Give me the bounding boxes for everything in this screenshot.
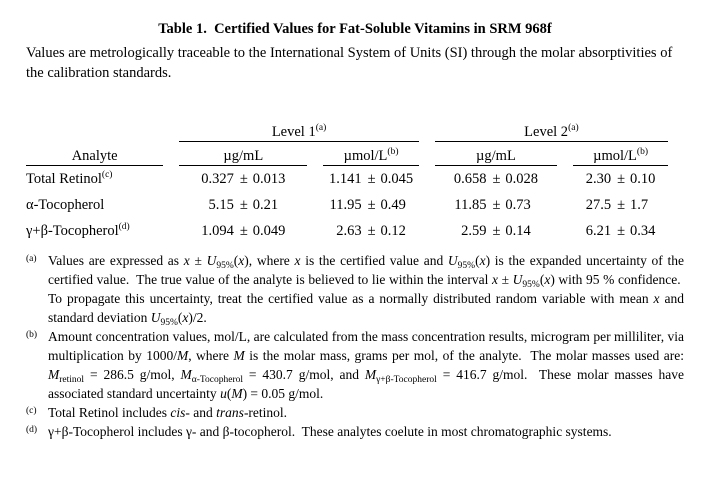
footnote-text: γ+β-Tocopherol includes γ- and β-tocophe…: [48, 424, 612, 439]
footnote-ref-a: (a): [315, 123, 327, 134]
plus-minus: ±: [617, 170, 626, 187]
value-cell: 2.30 ±0.10: [585, 170, 656, 187]
footnote-ref-b: (b): [387, 147, 399, 158]
value-cell: 27.5 ±1.7: [585, 196, 649, 213]
value-cell: 2.59 ±0.14: [461, 222, 531, 239]
table-title: Table 1. Certified Values for Fat-Solubl…: [158, 21, 552, 37]
value-cell: 1.094 ±0.049: [201, 222, 286, 239]
plus-minus: ±: [367, 170, 376, 187]
plus-minus: ±: [617, 196, 626, 213]
spacer-cell: [26, 121, 163, 142]
spanner-row: Level 1(a) Level 2(a): [26, 121, 668, 142]
footnote-text: Values are expressed as x ± U95%(x), whe…: [48, 253, 684, 328]
footnote-marker: (c): [26, 406, 37, 416]
footnote-marker: (d): [26, 425, 38, 435]
table-subtitle: Values are metrologically traceable to t…: [26, 45, 673, 81]
level-2-label: Level 2: [524, 124, 569, 140]
level-2-spanner: Level 2(a): [434, 121, 668, 142]
footnote-b: (b) Amount concentration values, mol/L, …: [26, 327, 684, 403]
column-header-ug-ml-level2: µg/mL: [434, 142, 558, 166]
plus-minus: ±: [492, 222, 501, 239]
analyte-cell: α-Tocopherol: [26, 196, 105, 213]
plus-minus: ±: [367, 196, 376, 213]
plus-minus: ±: [492, 170, 501, 187]
table-row-alpha-tocopherol: α-Tocopherol 5.15 ±0.21 11.95 ±0.49 11.85 ±…: [26, 192, 668, 218]
footnote-ref-c: (c): [101, 169, 113, 180]
footnote-d: (d) γ+β-Tocopherol includes γ- and β-toc…: [26, 422, 684, 441]
column-header-row: Analyte µg/mL µmol/L(b) µg/mL µmol/L(b): [26, 142, 668, 166]
plus-minus: ±: [239, 222, 248, 239]
table-row-total-retinol: Total Retinol(c) 0.327 ±0.013 1.141 ±0.045…: [26, 166, 668, 192]
value-cell: 11.85 ±0.73: [454, 196, 531, 213]
footnotes-section: (a) Values are expressed as x ± U95%(x),…: [26, 251, 684, 441]
plus-minus: ±: [239, 196, 248, 213]
footnote-ref-a: (a): [568, 123, 579, 134]
level-1-spanner: Level 1(a): [179, 121, 419, 142]
analyte-cell: γ+β-Tocopherol(d): [26, 221, 130, 239]
column-header-umol-l-level1: µmol/L(b): [323, 142, 419, 166]
analyte-cell: Total Retinol(c): [26, 169, 113, 187]
level-1-label: Level 1: [271, 124, 316, 140]
value-cell: 0.327 ±0.013: [201, 170, 286, 187]
footnote-marker: (a): [26, 254, 37, 264]
value-cell: 1.141 ±0.045: [328, 170, 414, 187]
certified-values-table: Level 1(a) Level 2(a) Analyte µg/mL µmol…: [10, 121, 684, 244]
footnote-marker: (b): [26, 330, 38, 340]
table-row-gamma-beta-tocopherol: γ+β-Tocopherol(d) 1.094 ±0.049 2.63 ±0.12 …: [26, 218, 668, 244]
footnote-a: (a) Values are expressed as x ± U95%(x),…: [26, 251, 684, 328]
footnote-ref-d: (d): [118, 221, 130, 232]
column-header-umol-l-level2: µmol/L(b): [573, 142, 668, 166]
column-header-ug-ml-level1: µg/mL: [179, 142, 308, 166]
plus-minus: ±: [367, 222, 376, 239]
plus-minus: ±: [492, 196, 501, 213]
value-cell: 0.658 ±0.028: [453, 170, 539, 187]
value-cell: 5.15 ±0.21: [208, 196, 279, 213]
footnote-text: Total Retinol includes cis- and trans-re…: [48, 405, 288, 420]
footnote-text: Amount concentration values, mol/L, are …: [48, 329, 685, 401]
column-header-analyte: Analyte: [26, 142, 164, 166]
footnote-c: (c) Total Retinol includes cis- and tran…: [26, 403, 684, 422]
value-cell: 6.21 ±0.34: [585, 222, 656, 239]
plus-minus: ±: [617, 222, 626, 239]
value-cell: 2.63 ±0.12: [336, 222, 406, 239]
footnote-ref-b: (b): [636, 147, 648, 158]
plus-minus: ±: [239, 170, 248, 187]
value-cell: 11.95 ±0.49: [329, 196, 406, 213]
